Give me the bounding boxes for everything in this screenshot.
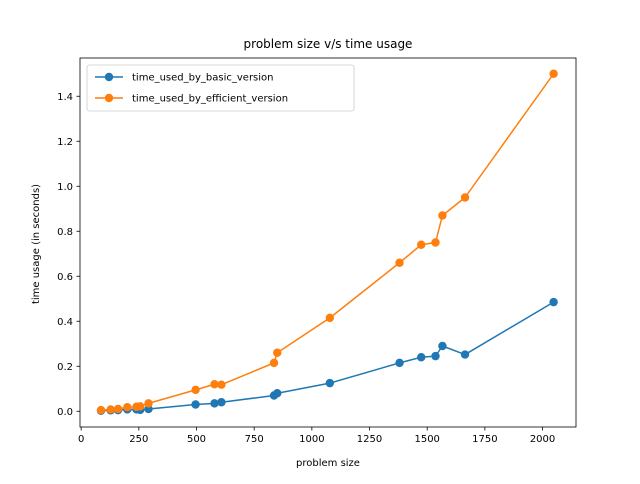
series-1-point [417, 353, 426, 362]
series-2-point [395, 258, 404, 267]
series-1-point [191, 400, 200, 409]
series-2-point [144, 399, 153, 408]
series-1-point [325, 378, 335, 388]
legend-marker-2 [104, 93, 114, 103]
series-2-point [460, 193, 470, 202]
y-tick-label: 1.0 [57, 182, 73, 193]
x-tick-label: 1250 [357, 434, 382, 445]
legend-label-2: time_used_by_efficient_version [132, 94, 288, 105]
series-2-point [113, 404, 123, 414]
y-tick-label: 0.4 [57, 317, 73, 328]
axis-ticks: 0 250 500 750 1000 1250 1500 1750 2000 0.0 0.2 0.4 0… [57, 92, 555, 445]
series-2-point [438, 211, 447, 220]
y-axis-label: time usage (in seconds) [31, 184, 42, 304]
series-2-point [210, 380, 219, 389]
x-tick-label: 250 [129, 434, 148, 445]
legend-box [86, 64, 355, 112]
x-tick-label: 2000 [530, 434, 555, 445]
y-tick-label: 1.2 [57, 137, 73, 148]
x-axis-label: problem size [296, 458, 360, 469]
series-2-point [325, 313, 335, 323]
axes-frame [79, 57, 577, 428]
series-2-point [549, 69, 558, 78]
series-2-point [106, 405, 115, 414]
series-1-point [273, 389, 282, 398]
y-tick-label: 0.6 [57, 272, 73, 283]
series-2-point [96, 405, 106, 415]
series-1-point [431, 351, 440, 361]
y-tick-label: 0.8 [57, 227, 73, 238]
legend-marker-1 [104, 72, 114, 82]
y-tick-label: 0.2 [57, 362, 73, 373]
x-tick-label: 1500 [414, 434, 439, 445]
series-1-point [210, 399, 219, 408]
series-1-point [438, 341, 447, 351]
series-1-point [217, 398, 226, 407]
series-1-point [395, 358, 404, 368]
series-2-point [431, 238, 440, 247]
y-tick-label: 0.0 [57, 407, 73, 418]
series-2-point [123, 403, 132, 412]
series-2-point [136, 402, 145, 411]
chart-title: problem size v/s time usage [244, 37, 413, 51]
y-tick-label: 1.4 [57, 92, 73, 103]
x-tick-label: 1000 [299, 434, 324, 445]
x-tick-label: 500 [187, 434, 206, 445]
series-1-point [460, 350, 470, 359]
series-2-point [191, 385, 200, 395]
x-tick-label: 0 [78, 434, 84, 445]
series-2-point [417, 240, 426, 249]
series-1-point [549, 297, 558, 307]
plot-area [79, 57, 577, 428]
series-2-point [269, 358, 279, 368]
x-tick-label: 1750 [472, 434, 497, 445]
series-2-point [217, 380, 226, 389]
legend-label-1: time_used_by_basic_version [132, 73, 274, 84]
legend: time_used_by_basic_version time_used_by_e… [86, 64, 355, 112]
x-tick-label: 750 [245, 434, 264, 445]
series-2-point [273, 348, 282, 357]
